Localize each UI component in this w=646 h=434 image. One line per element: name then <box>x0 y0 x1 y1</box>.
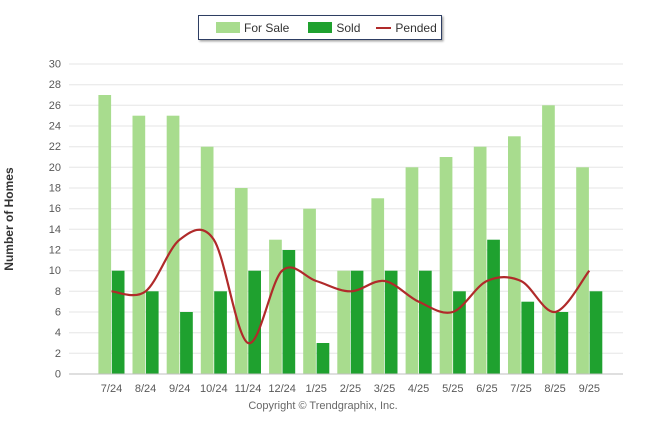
svg-text:2: 2 <box>55 348 61 360</box>
svg-text:14: 14 <box>49 224 61 236</box>
svg-text:9/24: 9/24 <box>169 383 190 395</box>
svg-text:12: 12 <box>49 245 61 257</box>
svg-text:0: 0 <box>55 369 61 381</box>
svg-text:6: 6 <box>55 307 61 319</box>
svg-text:1/25: 1/25 <box>305 383 326 395</box>
svg-text:10/24: 10/24 <box>200 383 228 395</box>
svg-text:8: 8 <box>55 286 61 298</box>
svg-text:28: 28 <box>49 79 61 91</box>
svg-text:2/25: 2/25 <box>340 383 361 395</box>
svg-text:30: 30 <box>49 59 61 71</box>
svg-text:6/25: 6/25 <box>476 383 497 395</box>
svg-text:8/24: 8/24 <box>135 383 156 395</box>
svg-text:5/25: 5/25 <box>442 383 463 395</box>
svg-text:24: 24 <box>49 121 61 133</box>
svg-text:8/25: 8/25 <box>544 383 565 395</box>
svg-text:18: 18 <box>49 183 61 195</box>
svg-text:16: 16 <box>49 203 61 215</box>
svg-text:4: 4 <box>55 327 61 339</box>
svg-text:10: 10 <box>49 265 61 277</box>
svg-text:7/24: 7/24 <box>101 383 122 395</box>
svg-text:26: 26 <box>49 100 61 112</box>
svg-text:9/25: 9/25 <box>579 383 600 395</box>
svg-text:7/25: 7/25 <box>510 383 531 395</box>
svg-text:22: 22 <box>49 141 61 153</box>
svg-text:11/24: 11/24 <box>235 383 262 395</box>
svg-text:4/25: 4/25 <box>408 383 429 395</box>
svg-text:20: 20 <box>49 162 61 174</box>
svg-text:12/24: 12/24 <box>268 383 296 395</box>
svg-text:3/25: 3/25 <box>374 383 395 395</box>
